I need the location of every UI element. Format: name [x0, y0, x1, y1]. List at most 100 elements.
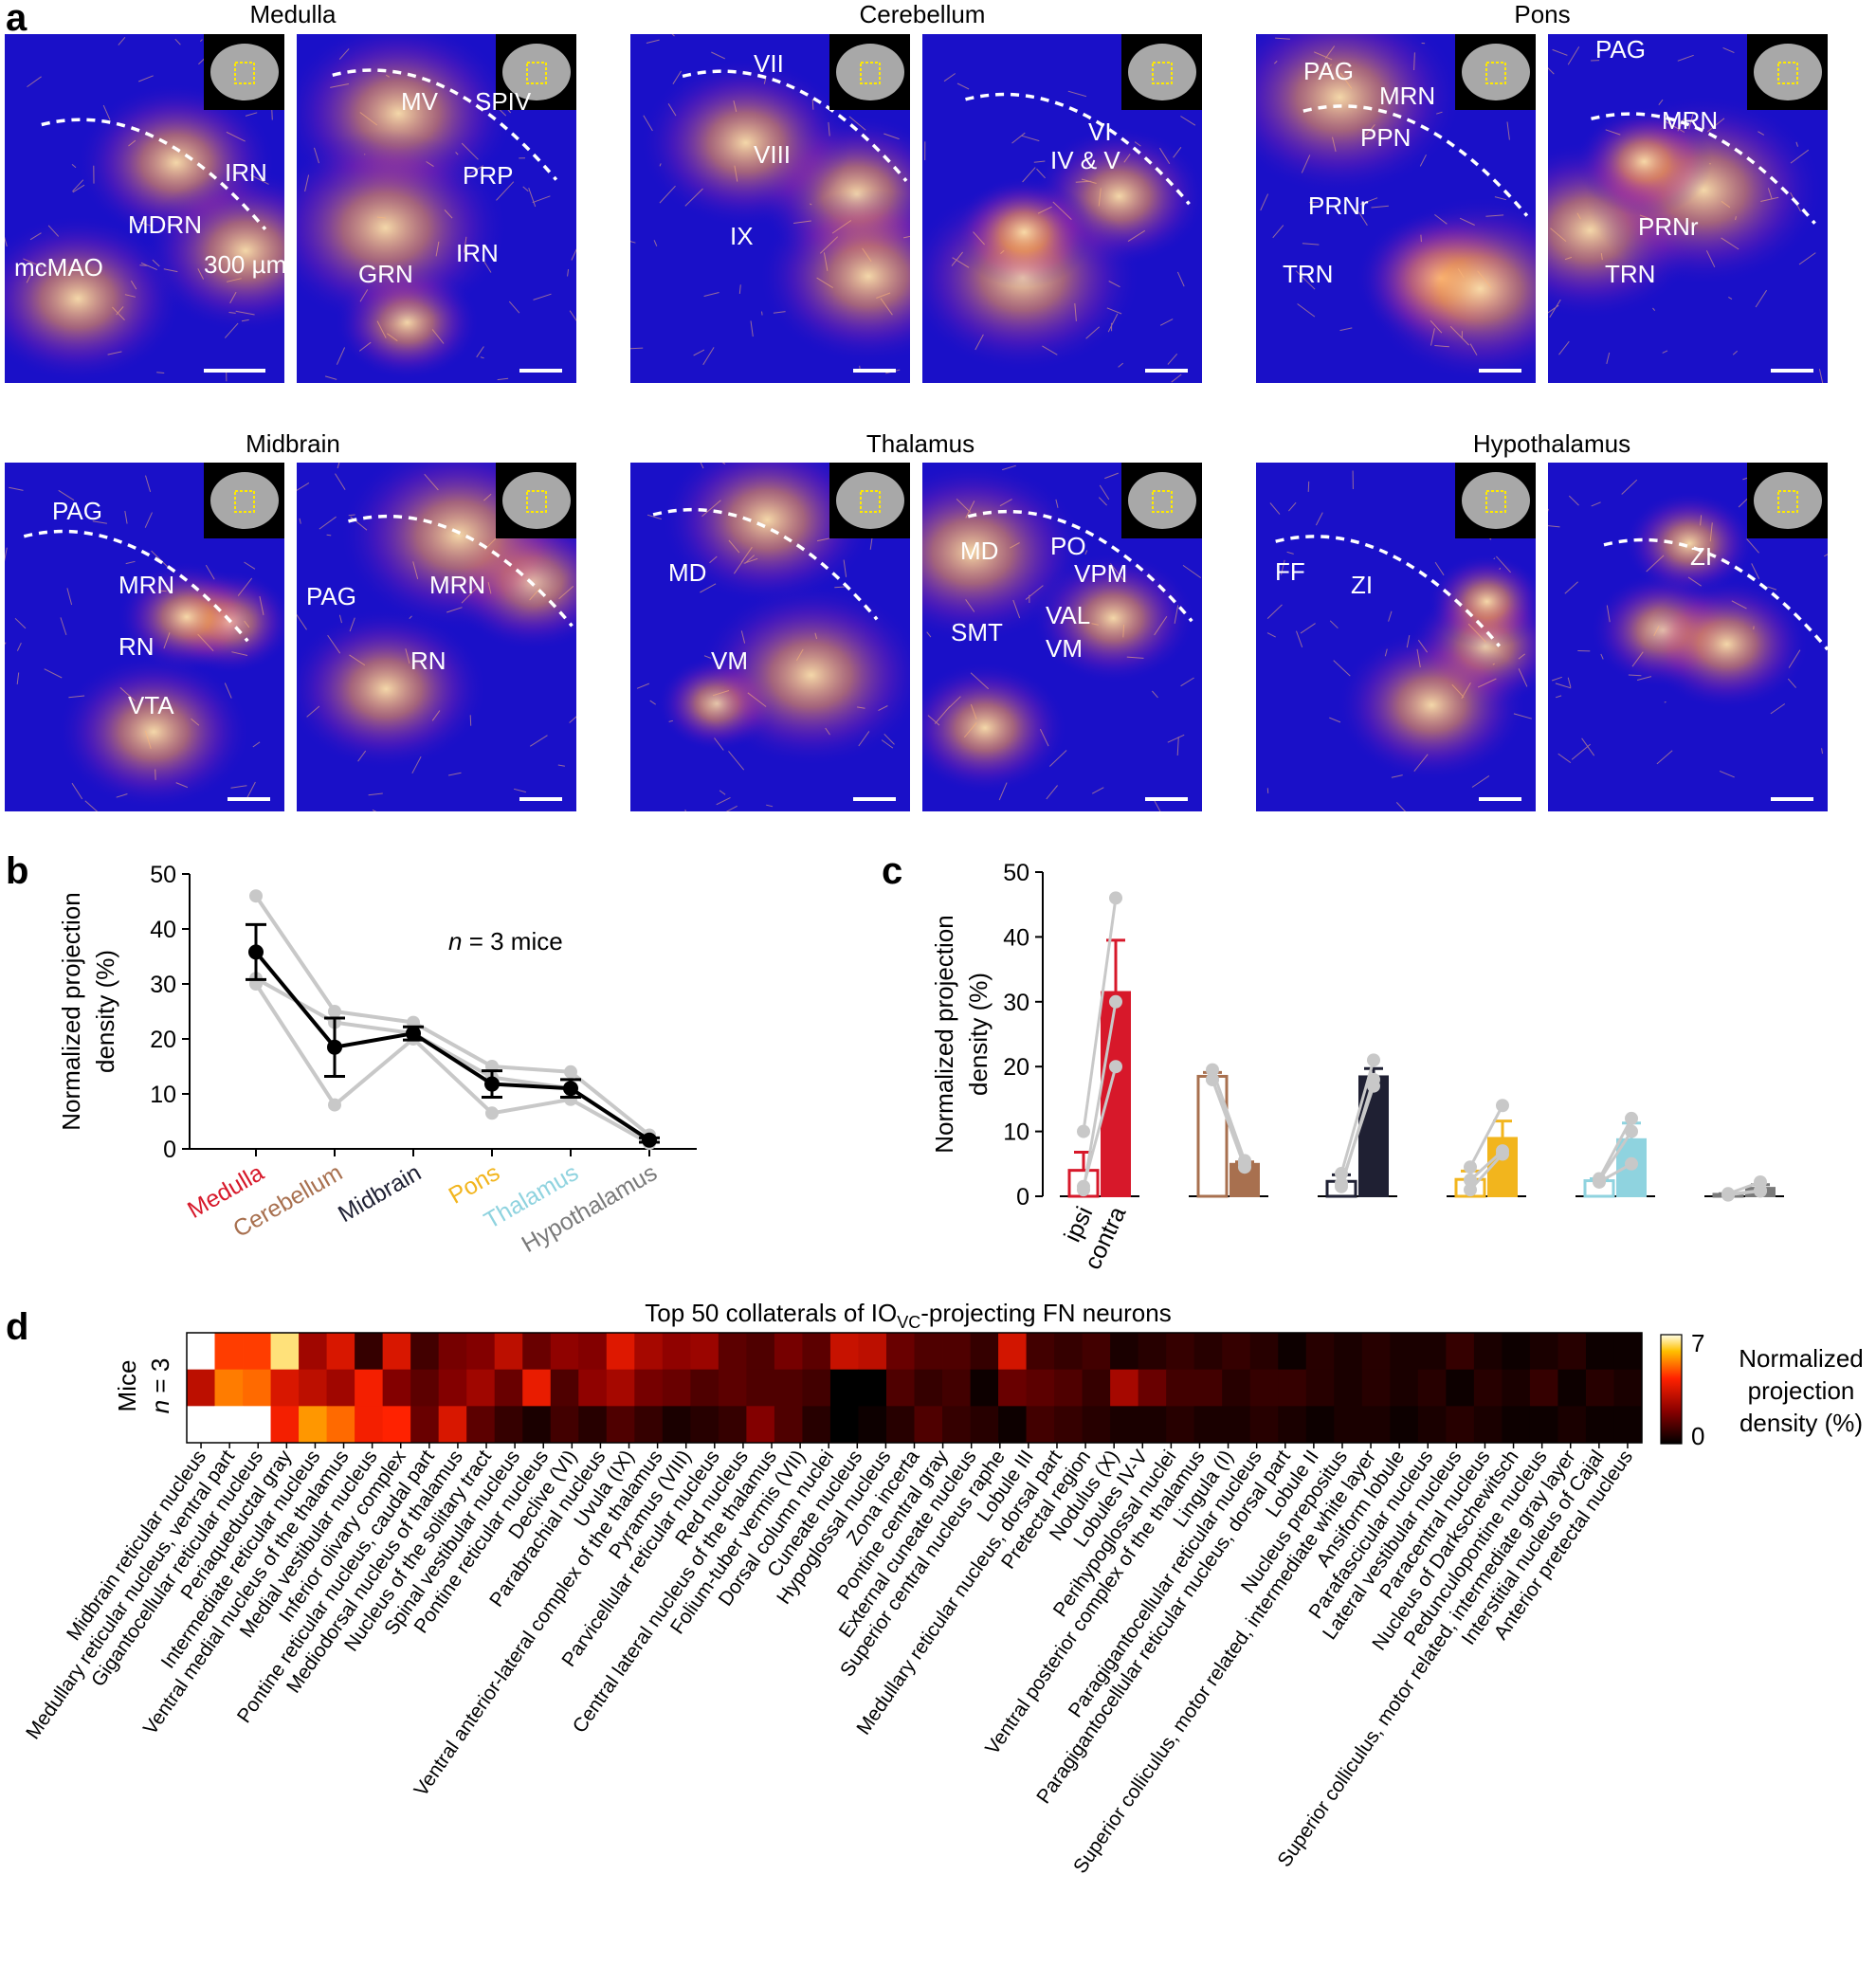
d-heatmap-cell	[1417, 1333, 1447, 1371]
region-label-pag: PAG	[1303, 57, 1354, 85]
region-label-iv-v: IV & V	[1050, 146, 1120, 174]
micrograph-medulla-1: MDRN IRN mcMAO 300 µm	[5, 34, 286, 383]
d-title-sub: VC	[897, 1313, 920, 1332]
d-heatmap-cell	[494, 1406, 523, 1444]
d-heatmap-cell	[1305, 1406, 1335, 1444]
region-label-vm: VM	[1046, 634, 1083, 663]
atlas-roi-box	[234, 62, 255, 84]
d-heatmap-cell	[1026, 1369, 1055, 1407]
d-heatmap-cell	[299, 1333, 327, 1371]
d-heatmap-cell	[382, 1406, 411, 1444]
c-point-ipsi	[1464, 1183, 1477, 1197]
c-point-contra	[1367, 1079, 1380, 1093]
d-heatmap-cell	[858, 1369, 887, 1407]
signal-glow	[1428, 554, 1536, 649]
d-colorbar-label-3: density (%)	[1739, 1409, 1863, 1437]
c-y-tick-label: 20	[1003, 1054, 1029, 1081]
d-heatmap-cell	[1278, 1333, 1307, 1371]
region-label-vm: VM	[711, 646, 748, 675]
b-mean-point	[563, 1081, 578, 1097]
d-heatmap-cell	[438, 1406, 467, 1444]
c-point-contra	[1625, 1156, 1638, 1171]
c-paired-line	[1597, 1130, 1633, 1182]
d-heatmap-cell	[1361, 1369, 1391, 1407]
b-mean-point	[248, 944, 264, 960]
axon-fibers	[636, 463, 895, 811]
b-individual-line-1	[254, 895, 651, 1138]
atlas-brain-icon	[1462, 44, 1530, 100]
d-heatmap-cell	[774, 1406, 803, 1444]
b-annotation-rest: = 3 mice	[462, 927, 562, 956]
region-label-vii: VII	[754, 49, 784, 78]
d-heatmap-cell	[1417, 1369, 1447, 1407]
c-point-ipsi	[1206, 1072, 1219, 1086]
d-colorbar-max: 7	[1691, 1329, 1704, 1357]
region-label-grn: GRN	[358, 260, 413, 288]
d-heatmap-cell	[1054, 1406, 1084, 1444]
region-label-trn: TRN	[1283, 260, 1333, 288]
d-heatmap-cell	[326, 1406, 355, 1444]
b-mean-point	[484, 1076, 500, 1092]
d-heatmap-cell	[718, 1369, 747, 1407]
b-y-tick-label: 30	[150, 972, 176, 998]
c-point-ipsi	[1464, 1173, 1477, 1187]
c-point-contra	[1109, 891, 1122, 905]
atlas-roi-box	[1152, 62, 1173, 84]
d-heatmap-cell	[970, 1369, 999, 1407]
region-boundary	[41, 118, 267, 231]
axon-fibers	[926, 464, 1202, 811]
d-heatmap-cell	[1585, 1333, 1614, 1371]
d-heatmap-cell	[1110, 1369, 1139, 1407]
d-heatmap-cell	[1334, 1406, 1363, 1444]
atlas-roi-box	[1152, 490, 1173, 513]
d-heatmap-cell	[634, 1406, 664, 1444]
d-heatmap-cell	[718, 1406, 747, 1444]
atlas-brain-icon	[210, 44, 279, 100]
panel-label-d: d	[6, 1306, 28, 1348]
d-heatmap-cell	[243, 1369, 271, 1407]
atlas-roi-box	[526, 62, 547, 84]
d-heatmap-cell	[942, 1333, 971, 1371]
signal-glow	[1031, 553, 1195, 683]
d-title: Top 50 collaterals of IOVC-projecting FN…	[645, 1299, 1171, 1332]
d-heatmap-cell	[998, 1333, 1027, 1371]
d-heatmap-cell	[885, 1333, 915, 1371]
d-heatmap-cell	[942, 1406, 971, 1444]
c-point-contra	[1109, 994, 1122, 1009]
c-paired-line	[1468, 1150, 1504, 1182]
d-heatmap-cell	[326, 1369, 355, 1407]
d-heatmap-cell	[438, 1333, 467, 1371]
d-heatmap-cell	[270, 1406, 300, 1444]
d-heatmap-cell	[662, 1369, 691, 1407]
d-heatmap-cell	[1502, 1406, 1531, 1444]
axon-fibers	[1548, 46, 1824, 383]
d-heatmap-cell	[1334, 1369, 1363, 1407]
d-heatmap-cell	[1334, 1333, 1363, 1371]
region-boundary	[967, 509, 1193, 623]
d-heatmap-cell	[606, 1333, 635, 1371]
d-y-axis-label: Mice	[113, 1360, 141, 1412]
signal-glow	[1256, 34, 1461, 194]
d-heatmap-cell	[1054, 1369, 1084, 1407]
d-heatmap-cell	[578, 1369, 608, 1407]
d-heatmap-cell	[438, 1369, 467, 1407]
b-mean-point	[327, 1039, 342, 1055]
c-point-ipsi	[1721, 1187, 1735, 1201]
c-paired-line	[1082, 1065, 1118, 1188]
region-boundary	[348, 514, 574, 628]
signal-glow	[955, 176, 1094, 288]
region-label-pag: PAG	[306, 582, 356, 610]
signal-glow	[118, 561, 256, 672]
d-heatmap-cell	[1473, 1369, 1503, 1407]
d-colorbar-min: 0	[1691, 1422, 1704, 1450]
region-boundary	[23, 529, 249, 643]
signal-glow	[1645, 578, 1809, 710]
d-heatmap-cell	[746, 1406, 775, 1444]
c-y-tick-label: 50	[1003, 860, 1029, 886]
d-heatmap-cell	[1417, 1406, 1447, 1444]
region-label-irn: IRN	[456, 239, 499, 267]
panel-label-b: b	[6, 850, 28, 892]
atlas-roi-box	[1777, 490, 1798, 513]
d-colorbar	[1660, 1334, 1683, 1445]
